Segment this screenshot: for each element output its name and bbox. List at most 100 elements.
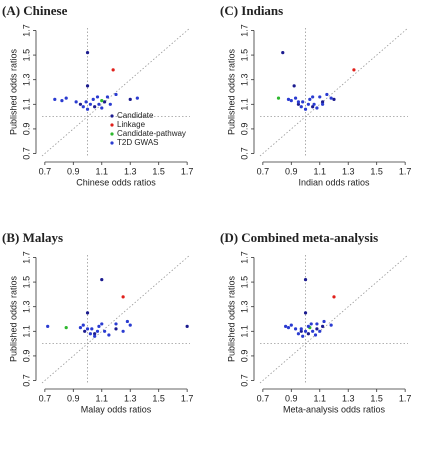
y-tick-label: 1.1	[21, 98, 31, 111]
point	[128, 323, 132, 327]
point	[299, 105, 303, 109]
point	[107, 333, 111, 337]
point	[95, 329, 100, 333]
point	[85, 51, 90, 55]
y-tick-label: 1.1	[239, 98, 249, 111]
point	[292, 84, 296, 88]
point	[318, 95, 322, 99]
x-tick-label: 0.9	[285, 393, 298, 403]
point	[74, 100, 78, 104]
point	[311, 329, 315, 333]
y-tick-label: 1.7	[21, 24, 31, 37]
y-tick-label: 1.5	[239, 49, 249, 62]
point	[281, 51, 285, 55]
point	[296, 332, 301, 336]
x-axis-label: Indian odds ratios	[298, 177, 370, 187]
x-tick-label: 0.7	[39, 166, 52, 176]
point	[81, 105, 85, 109]
x-tick-label: 1.1	[314, 393, 327, 403]
x-tick-label: 0.7	[39, 393, 52, 403]
point	[301, 100, 305, 104]
y-tick-label: 1.5	[21, 276, 31, 289]
point	[329, 323, 333, 327]
point	[299, 327, 303, 331]
y-tick-label: 1.1	[21, 325, 31, 338]
point	[303, 278, 308, 282]
point	[296, 100, 301, 104]
y-tick-label: 0.7	[21, 374, 31, 387]
point	[125, 319, 129, 324]
x-tick-label: 1.5	[370, 166, 383, 176]
y-tick-label: 1.5	[21, 49, 31, 62]
point	[85, 84, 90, 88]
point	[93, 105, 97, 109]
point	[325, 92, 329, 97]
x-tick-label: 1.3	[124, 166, 137, 176]
point	[85, 311, 90, 315]
point	[88, 332, 92, 336]
x-tick-label: 1.5	[152, 393, 165, 403]
point	[64, 96, 68, 100]
point	[114, 92, 118, 97]
point	[306, 324, 310, 328]
point	[135, 96, 139, 100]
point	[284, 324, 288, 328]
y-axis-label: Published odds ratios	[8, 48, 18, 135]
point	[313, 333, 318, 337]
point	[83, 329, 87, 333]
point	[88, 102, 92, 106]
panel-title: (C) Indians	[220, 3, 283, 18]
point	[185, 324, 189, 328]
panel: (D) Combined meta-analysis 0.7 0.9 1.1 1.3 1.…	[220, 230, 411, 414]
point	[352, 68, 356, 72]
legend-marker	[110, 123, 114, 127]
diagonal-line	[259, 254, 409, 384]
point	[286, 326, 291, 330]
x-tick-label: 0.7	[257, 166, 270, 176]
point	[293, 327, 298, 331]
point	[303, 107, 308, 111]
point	[309, 322, 313, 326]
diagonal-line	[259, 27, 409, 157]
point	[100, 99, 104, 103]
panel-title: (D) Combined meta-analysis	[220, 230, 378, 245]
point	[114, 322, 118, 326]
point	[95, 95, 100, 99]
y-tick-label: 1.7	[239, 24, 249, 37]
panel: (B) Malays 0.7 0.9 1.1 1.3 1.5 1.7 0.7 0.9 1.1 1.3…	[2, 230, 193, 414]
point	[78, 326, 83, 330]
point	[321, 102, 325, 106]
legend-label: Linkage	[117, 120, 146, 129]
x-tick-label: 1.1	[96, 393, 109, 403]
x-tick-label: 0.7	[257, 393, 270, 403]
panel-title: (B) Malays	[2, 230, 63, 245]
legend-label: Candidate	[117, 111, 154, 120]
legend-marker	[110, 132, 114, 136]
point	[111, 68, 115, 72]
y-tick-label: 0.7	[21, 147, 31, 160]
x-tick-label: 1.1	[314, 166, 327, 176]
point	[299, 329, 303, 333]
point	[85, 107, 90, 111]
panel: (A) Chinese 0.7 0.9 1.1 1.3 1.5 1.7 0.7 0.9 1.1 1.…	[2, 3, 193, 187]
point	[108, 102, 112, 106]
point	[296, 102, 301, 106]
point	[90, 327, 94, 331]
point	[97, 324, 101, 328]
y-tick-label: 1.3	[21, 73, 31, 86]
point	[103, 329, 107, 333]
y-tick-label: 0.9	[239, 123, 249, 136]
x-tick-label: 0.9	[67, 166, 80, 176]
point	[91, 97, 95, 101]
point	[103, 100, 107, 104]
y-tick-label: 1.3	[239, 73, 249, 86]
legend-label: T2D GWAS	[117, 138, 158, 147]
point	[308, 97, 312, 101]
point	[93, 334, 97, 338]
point	[303, 329, 308, 333]
point	[329, 96, 333, 100]
point	[312, 102, 316, 106]
point	[311, 105, 315, 109]
point	[100, 322, 104, 326]
